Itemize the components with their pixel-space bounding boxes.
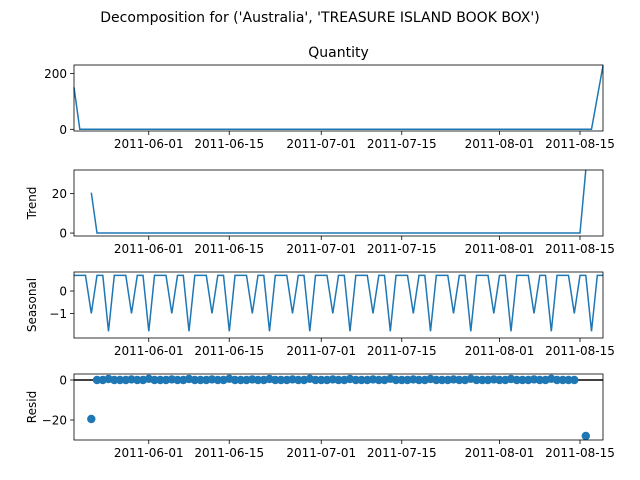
x-tick-label: 2011-06-15 — [194, 344, 264, 358]
x-tick-label: 2011-08-15 — [545, 137, 615, 151]
x-tick-label: 2011-07-01 — [286, 137, 356, 151]
resid-point — [150, 375, 159, 385]
subplot-4: Resid 2011-06-01 2011-06-15 2011-07-01 2011-… — [25, 374, 615, 461]
x-tick-label: 2011-06-15 — [194, 242, 264, 256]
x-tick-label: 2011-06-01 — [114, 446, 184, 460]
x-tick-label: 2011-06-01 — [114, 137, 184, 151]
x-tick-label: 2011-07-15 — [367, 137, 437, 151]
x-tick-label: 2011-08-01 — [465, 344, 535, 358]
y-axis-label: Seasonal — [25, 278, 39, 332]
x-tick-label: 2011-07-15 — [367, 344, 437, 358]
resid-point — [92, 375, 102, 385]
resid-point — [581, 431, 590, 441]
y-tick-label: 200 — [44, 67, 67, 81]
y-tick-label: 0 — [59, 374, 67, 388]
resid-point — [357, 375, 366, 385]
subplot-title: Quantity — [308, 45, 369, 61]
resid-point — [518, 375, 527, 385]
y-tick-label: 20 — [52, 187, 67, 201]
resid-point — [414, 375, 424, 385]
resid-point — [391, 375, 401, 385]
resid-point — [564, 375, 573, 385]
resid-point — [115, 375, 125, 385]
x-tick-label: 2011-08-01 — [465, 137, 535, 151]
resid-point — [552, 375, 562, 385]
x-tick-label: 2011-07-01 — [286, 344, 356, 358]
x-tick-label: 2011-07-01 — [286, 242, 356, 256]
y-tick-label: 0 — [59, 123, 67, 137]
series-line — [73, 65, 604, 131]
x-tick-label: 2011-06-15 — [194, 446, 264, 460]
resid-point — [334, 375, 343, 385]
subplot-3: Seasonal 2011-06-01 2011-06-15 2011-07-01 20… — [25, 271, 615, 358]
series-line — [90, 169, 587, 234]
resid-point — [230, 375, 240, 385]
axes-frame — [73, 64, 604, 132]
y-axis-label: Resid — [25, 391, 39, 423]
y-tick-label: 0 — [59, 285, 67, 299]
x-tick-label: 2011-06-15 — [194, 137, 264, 151]
x-tick-label: 2011-08-15 — [545, 242, 615, 256]
resid-point — [196, 375, 205, 385]
axes-frame — [73, 169, 604, 237]
axes-frame — [73, 373, 604, 441]
x-tick-label: 2011-08-01 — [465, 242, 535, 256]
resid-point — [495, 375, 504, 385]
resid-point — [253, 375, 263, 385]
x-tick-label: 2011-08-15 — [545, 446, 615, 460]
resid-point — [472, 375, 481, 385]
x-tick-label: 2011-06-01 — [114, 242, 184, 256]
resid-point — [87, 414, 96, 424]
subplot-1: Quantity 2011-06-01 2011-06-15 2011-07-01 20… — [44, 45, 615, 151]
y-tick-label: 0 — [59, 227, 67, 241]
x-tick-label: 2011-08-01 — [465, 446, 535, 460]
y-axis-label: Trend — [25, 187, 39, 221]
figure-title: Decomposition for ('Australia', 'TREASUR… — [100, 10, 539, 26]
resid-point — [570, 375, 579, 385]
x-tick-label: 2011-07-01 — [286, 446, 356, 460]
y-tick-label: −1 — [49, 307, 67, 321]
x-tick-label: 2011-06-01 — [114, 344, 184, 358]
axes-frame — [73, 271, 604, 339]
resid-point — [311, 375, 320, 385]
y-tick-label: −20 — [42, 414, 67, 428]
series-line — [74, 274, 603, 332]
resid-point — [173, 375, 182, 385]
x-tick-label: 2011-07-15 — [367, 446, 437, 460]
subplots: Quantity 2011-06-01 2011-06-15 2011-07-01 20… — [25, 45, 615, 460]
resid-point — [437, 375, 447, 385]
x-tick-label: 2011-08-15 — [545, 344, 615, 358]
subplot-2: Trend 2011-06-01 2011-06-15 2011-07-01 2011-… — [25, 169, 615, 256]
resid-point — [276, 375, 286, 385]
x-tick-label: 2011-07-15 — [367, 242, 437, 256]
